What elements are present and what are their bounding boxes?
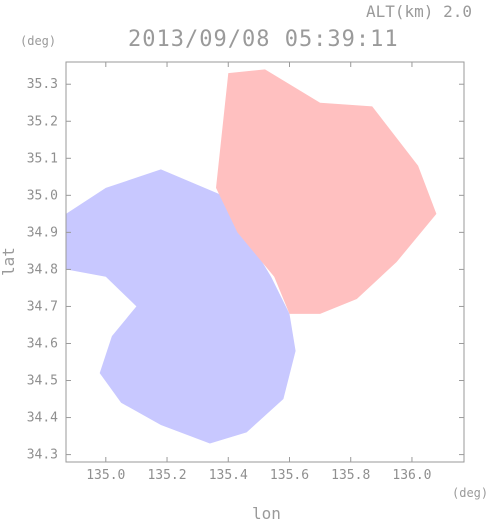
y-tick-label: 34.6 xyxy=(27,336,58,351)
x-tick-label: 135.2 xyxy=(147,468,186,483)
y-tick-label: 34.7 xyxy=(27,299,58,314)
chart-title: 2013/09/08 05:39:11 xyxy=(128,27,399,52)
region-receding xyxy=(216,69,437,314)
x-tick-label: 135.0 xyxy=(86,468,125,483)
y-tick-label: 34.3 xyxy=(27,448,58,463)
y-unit-label: (deg) xyxy=(20,34,57,48)
x-unit-label: (deg) xyxy=(452,486,489,500)
plot-frame xyxy=(65,61,465,463)
x-tick-label: 135.4 xyxy=(209,468,248,483)
y-tick-label: 35.3 xyxy=(27,77,58,92)
plot-area xyxy=(66,69,437,444)
y-tick-label: 34.4 xyxy=(27,411,58,426)
y-tick-label: 35.1 xyxy=(27,151,58,166)
x-tick-label: 136.0 xyxy=(392,468,431,483)
region-approaching xyxy=(66,169,296,444)
y-tick-label: 34.9 xyxy=(27,225,58,240)
x-tick-label: 135.6 xyxy=(270,468,309,483)
x-axis-title: lon xyxy=(252,504,281,523)
y-tick-label: 34.8 xyxy=(27,262,58,277)
y-tick-label: 35.0 xyxy=(27,188,58,203)
x-axis: 135.0 135.2 135.4 135.6 135.8 136.0 xyxy=(86,62,432,483)
y-tick-label: 34.5 xyxy=(27,374,58,389)
y-tick-label: 35.2 xyxy=(27,114,58,129)
x-tick-label: 135.8 xyxy=(331,468,370,483)
altitude-label: ALT(km) 2.0 xyxy=(366,2,472,21)
y-axis: 34.3 34.4 34.5 34.6 34.7 34.8 34.9 35.0 35.1 35.2… xyxy=(27,77,464,463)
